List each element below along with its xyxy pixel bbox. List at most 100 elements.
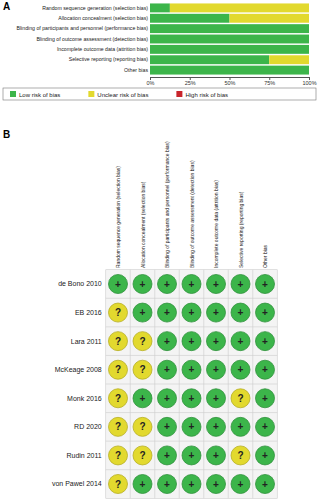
judgement-symbol: + (262, 450, 268, 461)
judgement-circle (158, 303, 177, 322)
judgement-symbol: + (238, 421, 244, 432)
tick: 50% (224, 77, 235, 86)
judgement-symbol: + (189, 336, 195, 347)
category-label: Other bias (124, 67, 148, 73)
judgement-circle (182, 332, 201, 351)
grid-line (106, 326, 278, 327)
judgement-symbol: + (213, 479, 219, 490)
tick: 100% (302, 77, 316, 86)
judgement-circle (256, 389, 275, 408)
bar (150, 55, 269, 64)
judgement-circle (182, 446, 201, 465)
grid-frame (106, 270, 278, 499)
judgement-circle (109, 360, 128, 379)
grid-line (106, 298, 278, 299)
tick: Random sequence generation (selection bi… (42, 5, 148, 11)
bar (309, 45, 310, 54)
judgement-circle (207, 303, 226, 322)
judgement-circle (133, 303, 152, 322)
judgement-circle (133, 360, 152, 379)
x-axis: 0%25%50%75%100% (147, 77, 317, 86)
judgement-circle (182, 275, 201, 294)
judgement-circle (182, 417, 201, 436)
column-header: Allocation concealment (selection bias) (140, 181, 146, 268)
judgement-circle (231, 475, 250, 494)
judgement-symbol: + (189, 421, 195, 432)
grid-line (106, 384, 278, 385)
judgement-symbol: + (262, 364, 268, 375)
judgement-circle (256, 475, 275, 494)
legend-swatch (10, 91, 16, 97)
judgement-circle (207, 417, 226, 436)
judgement-circle (182, 360, 201, 379)
tick: Other bias (124, 67, 148, 73)
judgement-symbol: + (238, 364, 244, 375)
judgement-symbol: ? (139, 450, 145, 461)
judgement-symbol: + (262, 421, 268, 432)
judgement-circle (158, 475, 177, 494)
judgement-circle (256, 417, 275, 436)
judgement-symbol: + (262, 393, 268, 404)
judgement-circle (109, 475, 128, 494)
judgement-circle (133, 332, 152, 351)
judgement-symbol: ? (115, 450, 121, 461)
judgement-circle (207, 389, 226, 408)
bar (150, 24, 309, 33)
bar (150, 66, 309, 75)
judgement-circle (256, 360, 275, 379)
category-label: Random sequence generation (selection bi… (42, 5, 148, 11)
grid-line (106, 469, 278, 470)
judgement-circle (182, 475, 201, 494)
judgement-symbol: + (140, 393, 146, 404)
column-header: Incomplete outcome data (attrition bias) (213, 180, 219, 268)
judgement-circle (231, 332, 250, 351)
judgement-symbol: + (164, 479, 170, 490)
tick: 75% (264, 77, 275, 86)
cells: +++++++?++++++??+++++??+++++?++++?+??+++… (109, 275, 275, 494)
tick: Blinding of participants and personnel (… (17, 25, 149, 31)
judgement-circle (109, 417, 128, 436)
judgement-circle (133, 417, 152, 436)
judgement-circle (133, 475, 152, 494)
tick: Incomplete outcome data (attrition bias) (57, 46, 148, 52)
category-label: Selective reporting (reporting bias) (69, 56, 149, 62)
panel-b: BRandom sequence generation (selection b… (3, 129, 277, 498)
judgement-circle (231, 360, 250, 379)
judgement-circle (231, 303, 250, 322)
judgement-symbol: ? (115, 421, 121, 432)
bar (309, 24, 310, 33)
judgement-symbol: ? (237, 450, 243, 461)
judgement-symbol: + (164, 336, 170, 347)
judgement-circle (207, 275, 226, 294)
judgement-symbol: + (238, 279, 244, 290)
judgement-circle (158, 275, 177, 294)
tick: Selective reporting (reporting bias) (69, 56, 149, 62)
judgement-symbol: + (189, 279, 195, 290)
bar (269, 55, 309, 64)
judgement-symbol: ? (115, 364, 121, 375)
judgement-symbol: + (213, 421, 219, 432)
panel-title: A (3, 1, 10, 12)
judgement-symbol: + (262, 279, 268, 290)
judgement-circle (256, 446, 275, 465)
judgement-circle (207, 475, 226, 494)
grid-line (106, 441, 278, 442)
tick: 25% (185, 77, 196, 86)
bar (230, 14, 310, 23)
judgement-symbol: + (164, 364, 170, 375)
grid-lines (106, 270, 278, 499)
legend-swatch (88, 91, 94, 97)
bar (150, 45, 309, 54)
grid-line (106, 355, 278, 356)
judgement-circle (158, 389, 177, 408)
judgement-symbol: + (164, 307, 170, 318)
judgement-symbol: + (213, 364, 219, 375)
row-label: McKeage 2008 (55, 366, 102, 374)
bar (150, 14, 230, 23)
judgement-circle (133, 446, 152, 465)
judgement-symbol: + (213, 450, 219, 461)
judgement-circle (182, 389, 201, 408)
judgement-symbol: + (164, 421, 170, 432)
category-label: Incomplete outcome data (attrition bias) (57, 46, 148, 52)
legend-label: High risk of bias (185, 92, 228, 98)
